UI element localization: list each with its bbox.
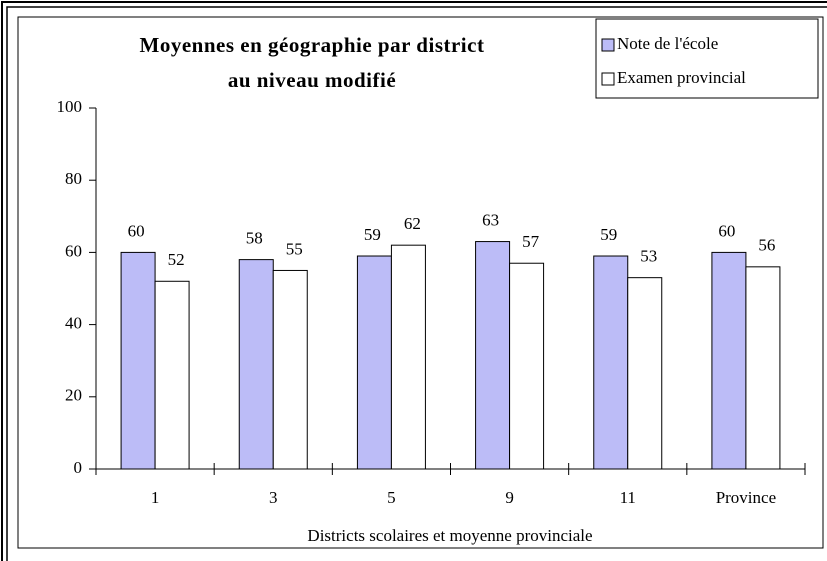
- data-label: 52: [168, 250, 185, 269]
- data-label: 59: [364, 225, 381, 244]
- data-label: 60: [128, 221, 145, 240]
- bar: [272, 269, 308, 470]
- y-tick-label: 100: [57, 97, 83, 116]
- data-label: 53: [640, 247, 657, 266]
- bar: [509, 262, 545, 470]
- y-tick-label: 40: [65, 314, 82, 333]
- bar: [390, 244, 426, 470]
- bar: [593, 255, 629, 470]
- bar: [627, 277, 663, 470]
- x-tick-label: 5: [387, 488, 396, 507]
- x-tick-label: 9: [505, 488, 514, 507]
- data-label: 60: [718, 221, 735, 240]
- data-label: 57: [522, 232, 540, 251]
- chart-title: Moyennes en géographie par district: [140, 33, 485, 57]
- x-tick-label: 1: [151, 488, 160, 507]
- y-tick-label: 20: [65, 386, 82, 405]
- bar: [745, 266, 781, 470]
- bar: [120, 251, 156, 470]
- y-tick-label: 80: [65, 169, 82, 188]
- legend-box: [595, 18, 819, 99]
- data-label: 58: [246, 229, 263, 248]
- legend-swatch: [601, 72, 615, 86]
- x-tick-label: 11: [620, 488, 636, 507]
- legend-label: Examen provincial: [617, 68, 746, 87]
- legend-swatch: [601, 38, 615, 52]
- x-tick-label: Province: [716, 488, 776, 507]
- bar: [356, 255, 392, 470]
- x-tick-label: 3: [269, 488, 278, 507]
- data-label: 59: [600, 225, 617, 244]
- data-label: 56: [758, 236, 775, 255]
- chart-title: au niveau modifié: [228, 68, 396, 92]
- data-label: 63: [482, 210, 499, 229]
- outer-frame-inner: [6, 6, 827, 561]
- legend-label: Note de l'école: [617, 34, 718, 53]
- y-tick-label: 0: [74, 458, 83, 477]
- data-label: 62: [404, 214, 421, 233]
- x-axis-label: Districts scolaires et moyenne provincia…: [307, 526, 592, 545]
- bar: [711, 251, 747, 470]
- bar: [238, 259, 274, 470]
- y-tick-label: 60: [65, 241, 82, 260]
- bar: [154, 280, 190, 470]
- bar: [475, 241, 511, 470]
- data-label: 55: [286, 239, 303, 258]
